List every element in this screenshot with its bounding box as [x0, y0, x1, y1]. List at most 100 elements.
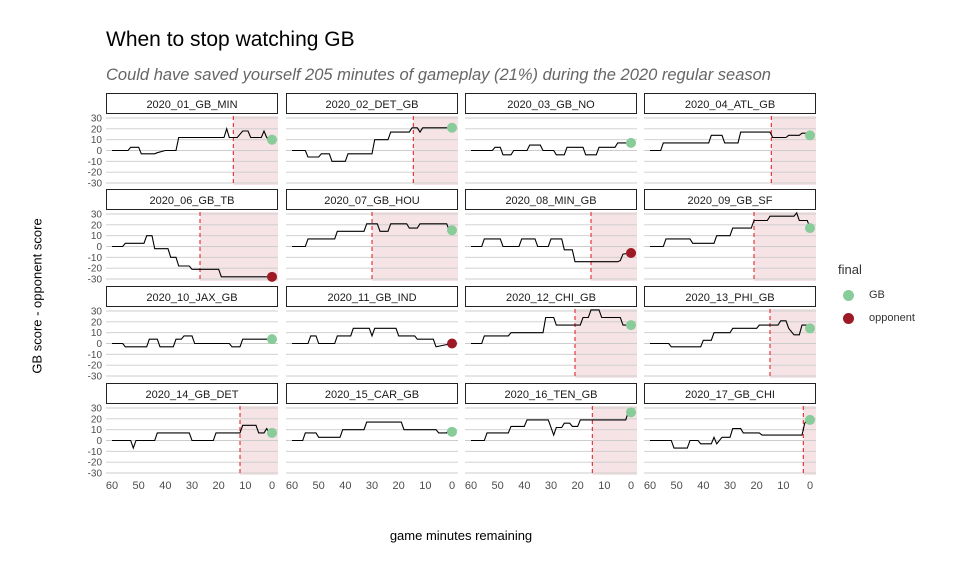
final-point-GB — [805, 223, 815, 234]
final-point-GB — [805, 323, 815, 334]
score-line — [292, 421, 453, 442]
facet-strip — [286, 93, 458, 114]
facet-strip-label: 2020_07_GB_HOU — [324, 195, 419, 207]
facet-strip — [106, 286, 278, 307]
score-line — [292, 127, 452, 162]
score-line — [112, 126, 272, 155]
x-tick-label: 30 — [545, 480, 557, 492]
facet-strip-label: 2020_04_ATL_GB — [685, 99, 775, 111]
panel-2020_11_GB_IND: 2020_11_GB_IND — [286, 286, 458, 377]
x-tick-label: 10 — [419, 480, 431, 492]
facet-strip-label: 2020_09_GB_SF — [687, 195, 772, 207]
facet-strip — [465, 286, 637, 307]
panel-2020_03_GB_NO: 2020_03_GB_NO — [465, 93, 637, 184]
final-point-GB — [267, 334, 277, 345]
x-tick-label: 20 — [393, 480, 405, 492]
x-tick-label: 60 — [286, 480, 298, 492]
x-tick-label: 50 — [313, 480, 325, 492]
y-tick-label: -20 — [88, 361, 103, 372]
y-tick-label: -30 — [88, 372, 103, 383]
panel-2020_13_PHI_GB: 2020_13_PHI_GB — [644, 286, 816, 378]
y-tick-label: 20 — [91, 124, 103, 135]
score-line — [112, 335, 272, 348]
score-line — [292, 327, 453, 348]
x-tick-label: 0 — [628, 480, 634, 492]
y-tick-label: -30 — [88, 275, 103, 286]
panel-2020_04_ATL_GB: 2020_04_ATL_GB — [644, 93, 816, 185]
y-tick-label: 10 — [91, 231, 103, 242]
x-tick-label: 0 — [449, 480, 455, 492]
score-line — [471, 411, 631, 442]
x-tick-label: 50 — [133, 480, 145, 492]
final-point-GB — [447, 225, 457, 236]
facet-strip — [106, 383, 278, 404]
facet-strip-label: 2020_13_PHI_GB — [685, 292, 774, 304]
x-tick-label: 10 — [777, 480, 789, 492]
y-tick-label: 30 — [91, 114, 103, 125]
score-line — [292, 223, 452, 248]
x-tick-label: 40 — [518, 480, 530, 492]
facet-strip-label: 2020_15_CAR_GB — [325, 389, 419, 401]
facet-strip — [286, 286, 458, 307]
final-point-opponent — [626, 248, 636, 258]
facet-strip — [106, 189, 278, 210]
y-tick-label: 20 — [91, 220, 103, 231]
legend-label-opponent: opponent — [869, 312, 915, 324]
y-tick-label: 20 — [91, 414, 103, 425]
y-tick-label: 10 — [91, 425, 103, 436]
x-tick-label: 40 — [697, 480, 709, 492]
y-tick-label: -30 — [88, 179, 103, 190]
chart-title: When to stop watching GB — [106, 28, 355, 51]
facet-strip-label: 2020_16_TEN_GB — [505, 389, 598, 401]
final-point-GB — [626, 407, 636, 418]
final-point-GB — [267, 427, 277, 438]
y-tick-label: 10 — [91, 328, 103, 339]
x-tick-label: 60 — [106, 480, 118, 492]
x-tick-label: 40 — [159, 480, 171, 492]
x-tick-label: 0 — [269, 480, 275, 492]
panel-2020_09_GB_SF: 2020_09_GB_SF — [644, 189, 816, 281]
score-line — [650, 320, 811, 348]
panel-2020_15_CAR_GB: 2020_15_CAR_GB 60 50 40 30 20 10 0 — [286, 383, 458, 492]
score-line — [112, 235, 272, 278]
facet-strip-label: 2020_14_GB_DET — [146, 389, 239, 401]
facet-strip-label: 2020_01_GB_MIN — [146, 99, 237, 111]
facet-strip — [286, 189, 458, 210]
y-tick-label: -20 — [88, 264, 103, 275]
score-line — [471, 142, 631, 156]
x-tick-label: 20 — [751, 480, 763, 492]
x-tick-label: 0 — [807, 480, 813, 492]
y-tick-label: 0 — [96, 436, 102, 447]
y-tick-label: -20 — [88, 168, 103, 179]
panel-2020_12_CHI_GB: 2020_12_CHI_GB — [465, 286, 637, 378]
facet-strip-label: 2020_02_DET_GB — [326, 99, 419, 111]
y-tick-label: 20 — [91, 317, 103, 328]
legend-title: final — [838, 262, 862, 277]
facet-strip — [286, 383, 458, 404]
x-tick-label: 10 — [598, 480, 610, 492]
x-tick-label: 30 — [724, 480, 736, 492]
final-point-GB — [447, 426, 457, 437]
panel-2020_07_GB_HOU: 2020_07_GB_HOU — [286, 189, 458, 281]
x-tick-label: 50 — [671, 480, 683, 492]
final-point-GB — [626, 320, 636, 331]
y-tick-label: -10 — [88, 447, 103, 458]
y-tick-label: 0 — [96, 339, 102, 350]
facet-strip — [644, 286, 816, 307]
x-tick-label: 30 — [186, 480, 198, 492]
final-point-GB — [447, 122, 457, 133]
panel-2020_08_MIN_GB: 2020_08_MIN_GB — [465, 189, 637, 281]
legend-dot-gb-icon — [843, 289, 854, 301]
y-tick-label: 0 — [96, 242, 102, 253]
y-tick-label: -10 — [88, 253, 103, 264]
panel-2020_17_GB_CHI: 2020_17_GB_CHI 60 50 40 30 20 10 0 — [644, 383, 816, 492]
x-tick-label: 20 — [213, 480, 225, 492]
facet-strip-label: 2020_11_GB_IND — [327, 292, 416, 304]
y-tick-label: -10 — [88, 157, 103, 168]
facet-strip — [465, 93, 637, 114]
legend-item-opponent: opponent — [843, 311, 915, 325]
facet-strip-label: 2020_12_CHI_GB — [506, 292, 596, 304]
